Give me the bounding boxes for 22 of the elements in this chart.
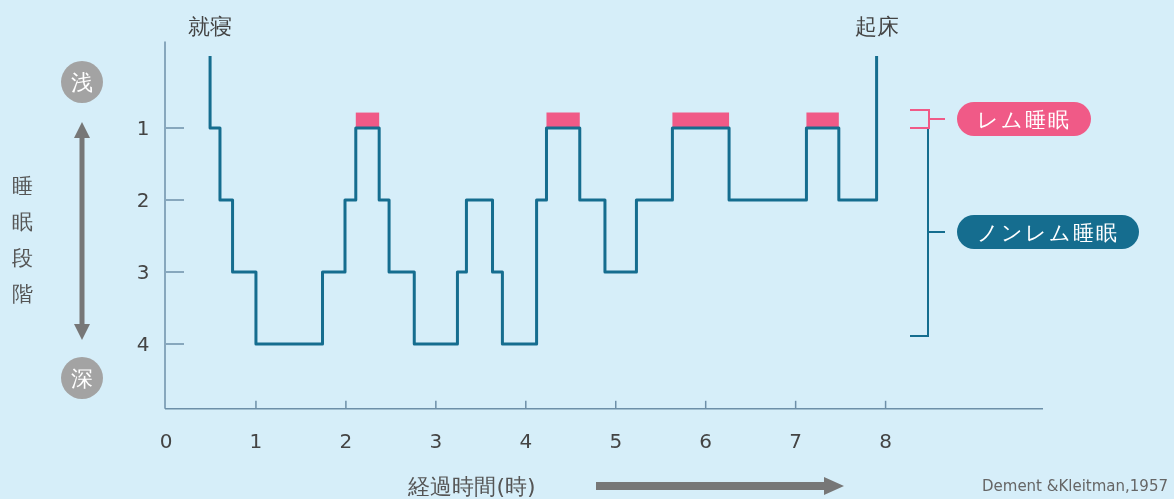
text: Dement &Kleitman,1957 xyxy=(981,477,1168,495)
x-tick-label: 4 xyxy=(519,429,533,453)
y-tick-label: 1 xyxy=(136,116,150,140)
y-tick-label: 3 xyxy=(136,260,150,284)
text: 深 xyxy=(71,366,93,391)
y-tick-label: 4 xyxy=(136,332,150,356)
y-axis-title: 睡眠段階 xyxy=(11,174,33,306)
x-tick-label: 5 xyxy=(609,429,623,453)
x-tick-label: 8 xyxy=(879,429,892,453)
x-tick-label: 6 xyxy=(699,429,713,453)
x-tick-label: 0 xyxy=(159,429,173,453)
legend-label: レム睡眠 xyxy=(977,108,1071,132)
x-tick-label: 2 xyxy=(339,429,353,453)
annotation: 就寝 xyxy=(188,14,233,39)
annotation: 起床 xyxy=(854,14,899,39)
x-tick-label: 1 xyxy=(249,429,263,453)
x-axis-title: 経過時間(時) xyxy=(407,474,536,499)
y-tick-label: 2 xyxy=(136,188,150,212)
legend-label: ノンレム睡眠 xyxy=(977,221,1119,245)
text: 浅 xyxy=(71,70,93,95)
x-tick-label: 7 xyxy=(789,429,803,453)
x-tick-label: 3 xyxy=(429,429,443,453)
